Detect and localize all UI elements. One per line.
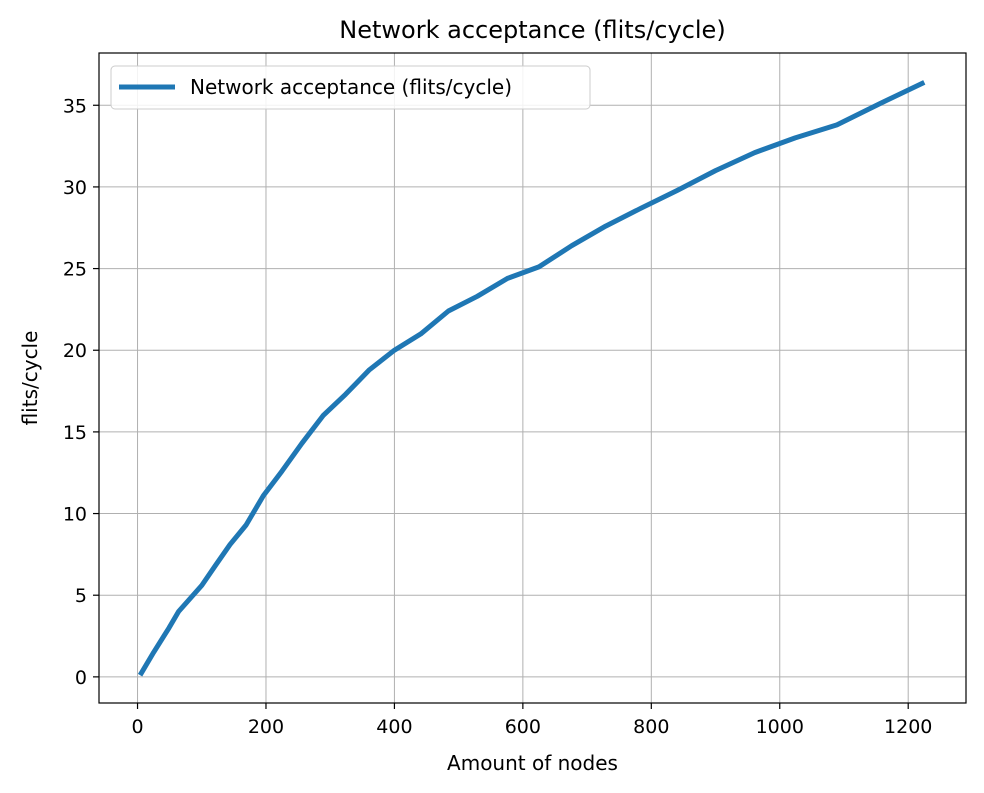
x-tick-label: 200 — [248, 716, 284, 738]
axis-ticks: 0 200 400 600 800 1000 1200 0 5 10 15 20 25 30 35 — [63, 95, 933, 738]
y-tick-label: 0 — [75, 667, 87, 689]
y-tick-label: 25 — [63, 259, 87, 281]
series-line — [137, 80, 926, 677]
legend: Network acceptance (flits/cycle) — [110, 65, 591, 110]
x-tick-label: 800 — [633, 716, 669, 738]
y-axis-label: flits/cycle — [18, 331, 42, 426]
legend-box — [110, 65, 591, 110]
x-tick-label: 1000 — [756, 716, 804, 738]
y-tick-label: 5 — [75, 585, 87, 607]
x-tick-label: 400 — [376, 716, 412, 738]
series-layer — [137, 80, 926, 677]
x-axis-label: Amount of nodes — [447, 751, 618, 775]
x-tick-label: 1200 — [884, 716, 932, 738]
y-tick-label: 15 — [63, 422, 87, 444]
x-tick-label: 0 — [131, 716, 143, 738]
plot-frame — [98, 52, 967, 704]
y-tick-label: 30 — [63, 177, 87, 199]
grid — [99, 53, 966, 703]
y-tick-label: 35 — [63, 95, 87, 117]
x-tick-label: 600 — [505, 716, 541, 738]
y-tick-label: 10 — [63, 504, 87, 526]
y-tick-label: 20 — [63, 340, 87, 362]
legend-label: Network acceptance (flits/cycle) — [190, 75, 512, 99]
chart-title: Network acceptance (flits/cycle) — [339, 16, 725, 44]
